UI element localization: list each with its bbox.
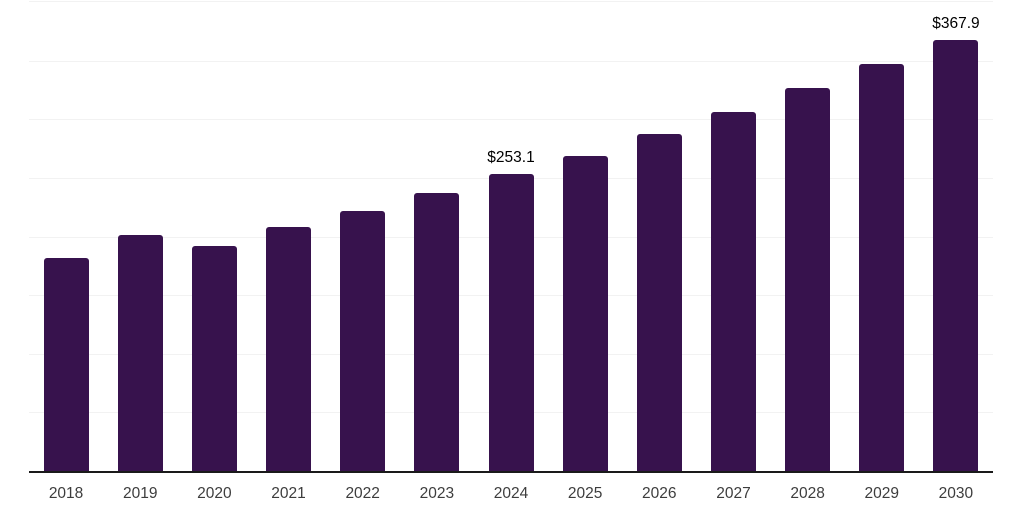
bar-2021 [266,226,312,471]
bar-2028 [785,87,831,471]
x-tick-label-2027: 2027 [716,485,751,502]
bar-2026 [636,133,682,471]
bar-2027 [710,111,756,471]
x-tick-label-2019: 2019 [122,485,158,502]
bar-value-label-2030: $367.9 [932,14,980,32]
x-tick-label-2024: 2024 [493,485,529,502]
bar-2024 [488,174,534,471]
x-tick-label-2030: 2030 [938,485,974,502]
gridline [29,60,993,62]
bar-2018 [43,257,89,471]
x-tick-label-2022: 2022 [345,485,380,502]
bar-2025 [562,155,608,471]
bar-2023 [414,192,460,471]
bar-2030 [933,39,979,471]
bar-2022 [340,210,386,471]
gridline [29,119,993,121]
bar-2020 [191,245,237,471]
bar-2019 [117,234,163,471]
x-tick-label-2026: 2026 [642,485,677,502]
x-tick-label-2025: 2025 [567,485,603,502]
x-tick-label-2018: 2018 [48,485,84,502]
x-tick-label-2028: 2028 [790,485,825,502]
x-tick-label-2023: 2023 [419,485,455,502]
plot-area: $253.1 $367.9 [29,1,993,473]
bar-2029 [859,63,905,471]
bar-value-label-2024: $253.1 [487,149,535,167]
x-tick-label-2020: 2020 [197,485,232,502]
x-tick-label-2029: 2029 [864,485,899,502]
x-tick-label-2021: 2021 [271,485,306,502]
